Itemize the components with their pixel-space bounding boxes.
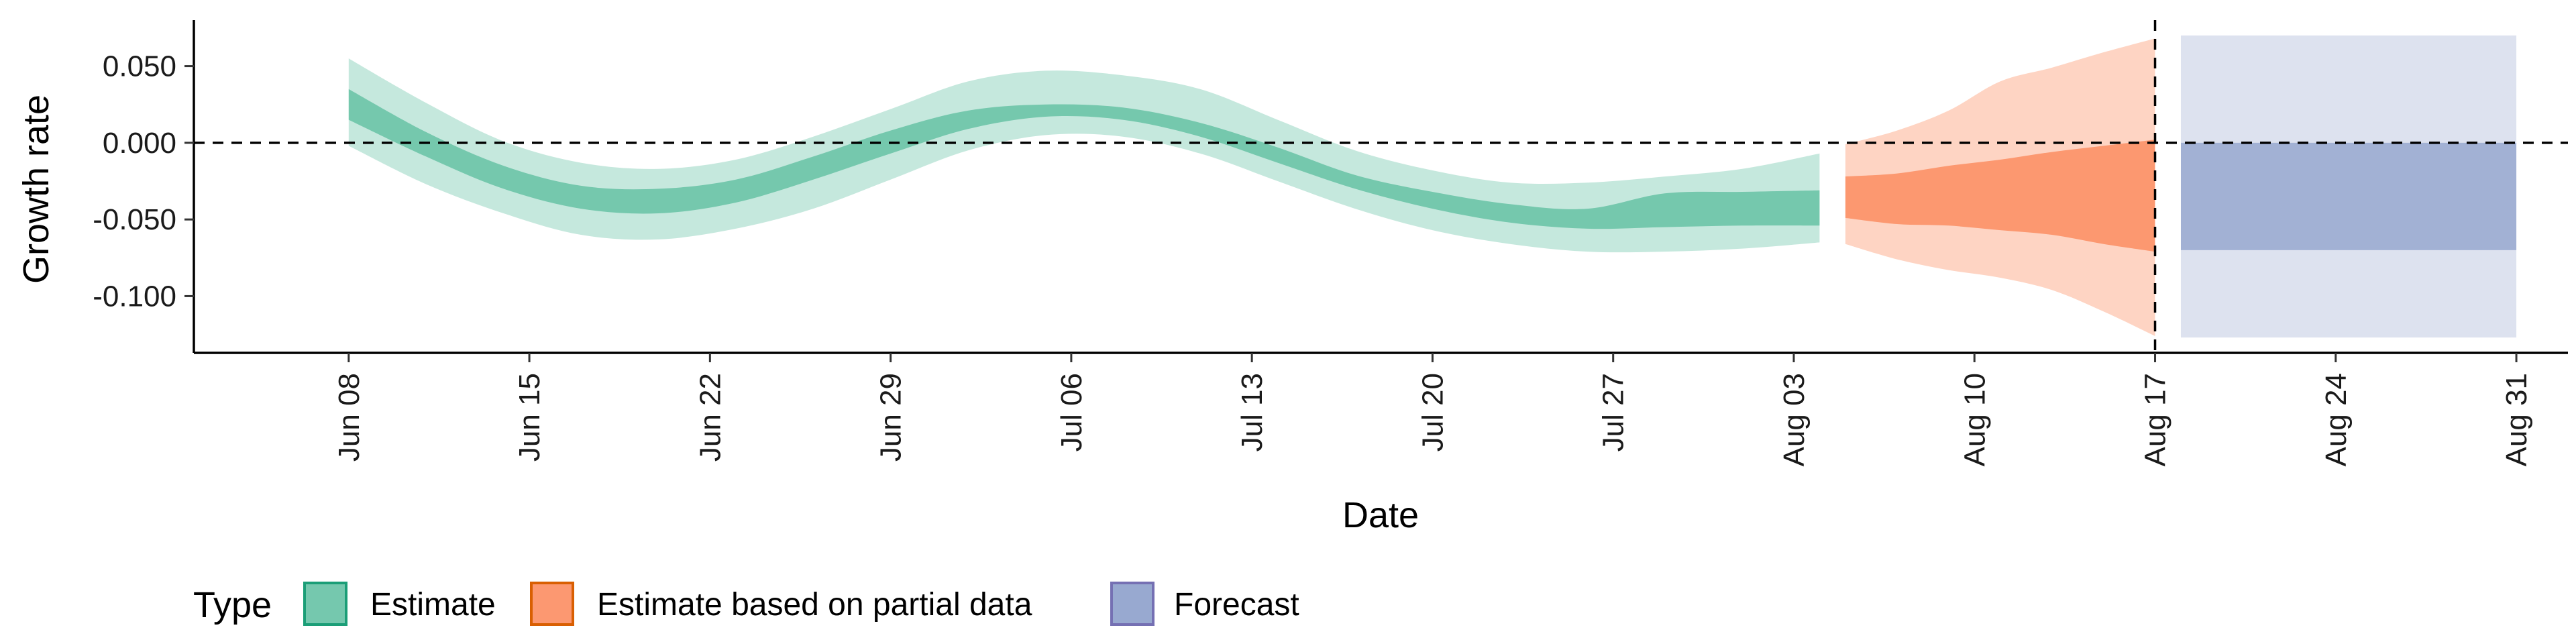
y-axis-title: Growth rate [16, 95, 56, 284]
estimate-based-on-partial-data-band-50 [1845, 140, 2155, 252]
x-tick-label: Aug 17 [2139, 373, 2172, 466]
y-tick-label: -0.050 [93, 203, 176, 236]
y-tick-label: -0.100 [93, 280, 176, 313]
legend-title: Type [193, 585, 272, 625]
x-tick-label: Aug 03 [1778, 373, 1811, 466]
x-tick-label: Jun 22 [694, 373, 727, 462]
axes [193, 20, 2568, 354]
y-tick-label: 0.050 [103, 50, 176, 83]
x-tick-label: Jun 29 [875, 373, 908, 462]
legend: Type Estimate Estimate based on partial d… [193, 582, 1299, 626]
y-tick-label: 0.000 [103, 127, 176, 160]
x-tick-label: Jul 06 [1055, 373, 1088, 451]
x-tick-label: Jul 27 [1597, 373, 1630, 451]
x-axis-ticks: Jun 08 Jun 15 Jun 22 Jun 29 Jul 06 Jul 13 Jul … [333, 353, 2533, 466]
legend-key-estimate [303, 582, 347, 626]
x-tick-label: Aug 24 [2320, 373, 2353, 466]
x-tick-label: Jul 20 [1416, 373, 1449, 451]
x-tick-label: Jun 15 [513, 373, 546, 462]
reference-lines [194, 20, 2568, 353]
x-tick-label: Jun 08 [333, 373, 366, 462]
forecast-band-50 [2180, 142, 2517, 250]
legend-key-estimate-based-on-partial-data [530, 582, 574, 626]
y-axis-ticks: 0.050 0.000 -0.050 -0.100 [93, 50, 194, 313]
legend-label: Estimate based on partial data [597, 587, 1032, 623]
x-tick-label: Aug 10 [1958, 373, 1991, 466]
legend-label: Estimate [370, 587, 496, 623]
estimate-band-50 [348, 89, 1820, 229]
interval-bands [348, 35, 2517, 338]
x-tick-label: Jul 13 [1236, 373, 1269, 451]
x-tick-label: Aug 31 [2500, 373, 2533, 466]
legend-key-forecast [1110, 582, 1155, 626]
x-axis-title: Date [1342, 495, 1419, 535]
legend-label: Forecast [1174, 587, 1299, 623]
